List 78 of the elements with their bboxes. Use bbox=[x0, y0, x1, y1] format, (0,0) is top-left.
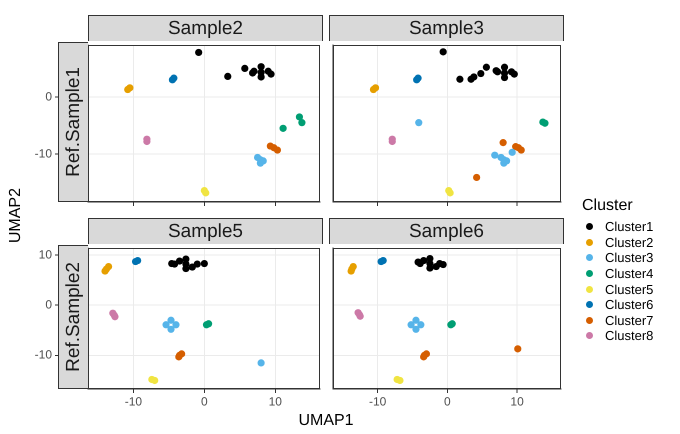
point bbox=[241, 64, 248, 72]
point bbox=[205, 320, 212, 328]
point bbox=[445, 186, 452, 194]
y-tick-label: -10 bbox=[34, 348, 52, 362]
point bbox=[266, 142, 274, 150]
point bbox=[188, 263, 196, 271]
point bbox=[470, 73, 478, 81]
point bbox=[267, 70, 275, 78]
point bbox=[258, 359, 265, 367]
point bbox=[224, 72, 232, 80]
legend-title: Cluster bbox=[582, 197, 634, 215]
point bbox=[254, 154, 262, 162]
point bbox=[274, 146, 282, 154]
x-tick-label: 0 bbox=[201, 394, 208, 409]
point bbox=[167, 326, 175, 333]
x-tick-label: 10 bbox=[510, 394, 524, 409]
point bbox=[182, 255, 190, 263]
point bbox=[394, 376, 401, 384]
legend-label: Cluster1 bbox=[605, 219, 654, 234]
point bbox=[473, 174, 480, 182]
point bbox=[296, 113, 304, 121]
legend-label: Cluster2 bbox=[605, 234, 654, 250]
point bbox=[200, 186, 208, 194]
point bbox=[412, 316, 420, 324]
x-tick-label: -10 bbox=[368, 394, 387, 409]
chart-title: Sample2 bbox=[88, 15, 323, 41]
legend-label: Cluster6 bbox=[605, 297, 654, 312]
legend-label: Cluster4 bbox=[605, 266, 654, 282]
legend-label: Cluster8 bbox=[605, 328, 654, 344]
y-tick-label: 0 bbox=[45, 89, 52, 104]
point bbox=[195, 48, 202, 56]
legend-label: Cluster5 bbox=[605, 282, 654, 297]
legend-label: Cluster3 bbox=[605, 250, 654, 266]
point bbox=[440, 260, 447, 268]
point bbox=[258, 63, 265, 70]
point bbox=[200, 260, 208, 268]
point bbox=[415, 119, 422, 126]
point bbox=[477, 70, 484, 78]
y-tick-label: -10 bbox=[34, 146, 52, 160]
text: Ref.Sample1 bbox=[62, 67, 84, 177]
point bbox=[482, 64, 490, 71]
x-tick-label: 10 bbox=[268, 394, 282, 409]
chart-title: Sample3 bbox=[329, 15, 564, 41]
point bbox=[500, 64, 508, 71]
point bbox=[172, 321, 180, 328]
point bbox=[508, 148, 516, 156]
point bbox=[167, 316, 175, 324]
x-tick-label: -10 bbox=[124, 394, 142, 409]
text: Ref.Sample2 bbox=[62, 262, 84, 372]
point bbox=[518, 146, 525, 154]
x-axis-title: UMAP1 bbox=[297, 412, 355, 430]
point bbox=[426, 254, 434, 262]
y-tick-label: 0 bbox=[45, 298, 52, 312]
point bbox=[298, 119, 306, 126]
x-tick-label: 0 bbox=[444, 394, 452, 409]
point bbox=[412, 326, 420, 333]
point bbox=[510, 70, 518, 78]
point bbox=[176, 257, 184, 265]
point bbox=[514, 345, 522, 352]
point bbox=[500, 139, 507, 146]
point bbox=[440, 48, 447, 56]
point bbox=[280, 124, 287, 132]
y-axis-title: UMAP2 bbox=[7, 188, 25, 244]
point bbox=[407, 321, 415, 328]
point bbox=[148, 376, 156, 384]
point bbox=[417, 321, 424, 328]
chart-title: Sample6 bbox=[329, 218, 564, 244]
legend-label: Cluster7 bbox=[605, 312, 654, 328]
point bbox=[491, 152, 498, 159]
point bbox=[432, 262, 440, 270]
point bbox=[162, 321, 170, 328]
point bbox=[512, 143, 520, 150]
point bbox=[539, 118, 546, 126]
point bbox=[456, 76, 464, 83]
point bbox=[497, 154, 505, 162]
point bbox=[134, 256, 142, 264]
y-tick-label: 10 bbox=[38, 247, 52, 262]
chart-title: Sample5 bbox=[88, 218, 323, 244]
